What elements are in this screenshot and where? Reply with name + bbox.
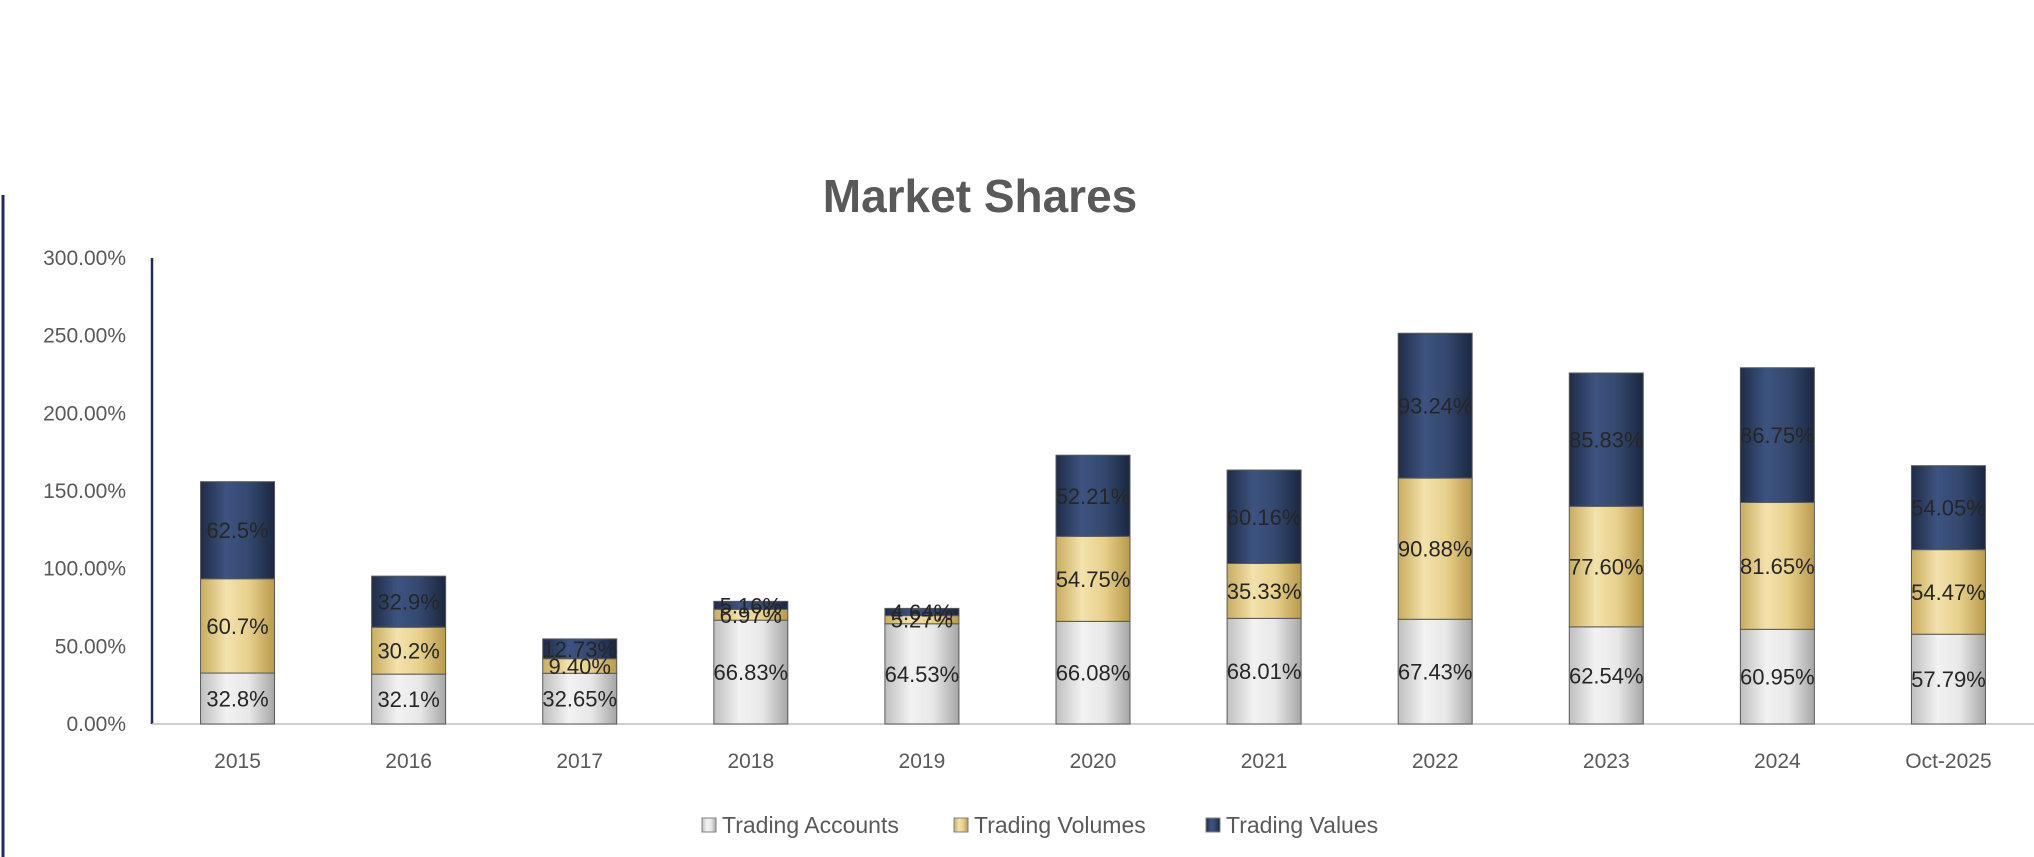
x-tick-label: 2021 [1241,750,1288,773]
legend: Trading Accounts Trading Volumes Trading V… [701,812,1378,838]
data-label: 57.79% [1911,667,1986,692]
legend-swatch [953,817,969,833]
data-labels-group: 32.8% 60.7% 62.5% 32.1% 30.2% 32.9% 32.65% 9.40… [206,394,1985,712]
bar-segment-trading-accounts [200,672,276,725]
bar-segment-trading-values [200,481,276,580]
data-label: 60.95% [1740,665,1815,690]
y-tick-label: 50.00% [55,635,126,658]
data-label: 52.21% [1056,484,1131,509]
data-label: 35.33% [1227,579,1302,604]
bar-segment-trading-volumes [1739,501,1815,630]
bar-segment-trading-volumes [1910,549,1986,635]
data-label: 68.01% [1227,659,1302,684]
data-label: 54.75% [1056,567,1131,592]
data-label: 32.8% [206,687,268,712]
bar-segment-trading-volumes [1226,562,1302,619]
y-tick-label: 300.00% [43,247,126,270]
bar-segment-trading-values [884,607,960,617]
x-tick-label: 2020 [1070,750,1117,773]
x-tick-label: 2018 [727,750,774,773]
data-label: 62.54% [1569,663,1644,688]
x-tick-label: 2015 [214,750,261,773]
data-label: 90.88% [1398,537,1473,562]
x-tick-label: 2023 [1583,750,1630,773]
x-tick-label: 2022 [1412,750,1459,773]
bar-segment-trading-accounts [1568,626,1644,725]
legend-label: Trading Volumes [974,812,1146,838]
data-label: 6.97% [720,603,782,628]
bar-segment-trading-values [371,575,447,628]
bar-segment-trading-accounts [884,623,960,725]
bars-group [200,332,1986,725]
legend-swatch [1205,817,1221,833]
chart-title: Market Shares [823,170,1138,222]
data-label: 62.5% [206,518,268,543]
x-tick-label: 2016 [385,750,432,773]
data-label: 67.43% [1398,660,1473,685]
data-label: 77.60% [1569,555,1644,580]
data-label: 32.65% [542,687,617,712]
data-label: 66.08% [1056,661,1131,686]
data-label: 4.64% [891,600,953,625]
bar-segment-trading-accounts [1226,617,1302,725]
bar-segment-trading-values [713,600,789,610]
data-label: 60.16% [1227,505,1302,530]
bar-segment-trading-accounts [542,672,618,725]
data-label: 85.83% [1569,428,1644,453]
x-tick-labels: 2015 2016 2017 2018 2019 2020 2021 2022 2023 2024… [214,750,1991,773]
data-label: 60.7% [206,614,268,639]
legend-label: Trading Accounts [722,812,899,838]
bar-segment-trading-accounts [713,619,789,725]
bar-segment-trading-values [1226,469,1302,564]
bar-segment-trading-values [1055,454,1131,537]
bar-segment-trading-values [1568,372,1644,507]
data-label: 5.16% [720,593,782,618]
data-label: 93.24% [1398,394,1473,419]
y-tick-labels: 0.00% 50.00% 100.00% 150.00% 200.00% 250.00% 3… [43,247,126,736]
y-tick-label: 250.00% [43,325,126,348]
bar-segment-trading-accounts [1397,618,1473,725]
data-label: 32.1% [377,687,439,712]
data-label: 66.83% [714,660,789,685]
bar-segment-trading-accounts [371,673,447,725]
bar-segment-trading-volumes [371,626,447,675]
data-label: 54.05% [1911,496,1986,521]
data-label: 81.65% [1740,554,1815,579]
bar-segment-trading-values [1397,332,1473,479]
bar-segment-trading-values [1739,367,1815,503]
legend-swatch [701,817,717,833]
data-label: 5.27% [891,608,953,633]
y-tick-label: 100.00% [43,558,126,581]
bar-segment-trading-accounts [1055,620,1131,725]
x-tick-label: 2019 [899,750,946,773]
data-label: 86.75% [1740,423,1815,448]
y-tick-label: 200.00% [43,402,126,425]
y-tick-label: 150.00% [43,480,126,503]
bar-segment-trading-accounts [1739,628,1815,725]
bar-segment-trading-volumes [1397,477,1473,620]
data-label: 54.47% [1911,580,1986,605]
data-label: 12.73% [542,637,617,662]
data-label: 9.40% [549,654,611,679]
data-label: 64.53% [885,662,960,687]
bar-segment-trading-values [1910,465,1986,551]
data-label: 30.2% [377,639,439,664]
x-tick-label: 2024 [1754,750,1801,773]
x-tick-label: 2017 [556,750,603,773]
bar-segment-trading-volumes [1568,505,1644,628]
x-tick-label: Oct-2025 [1905,750,1991,773]
data-label: 32.9% [377,590,439,615]
legend-label: Trading Values [1226,812,1378,838]
bar-segment-trading-volumes [1055,535,1131,622]
y-tick-label: 0.00% [66,713,126,736]
bar-segment-trading-values [542,638,618,660]
